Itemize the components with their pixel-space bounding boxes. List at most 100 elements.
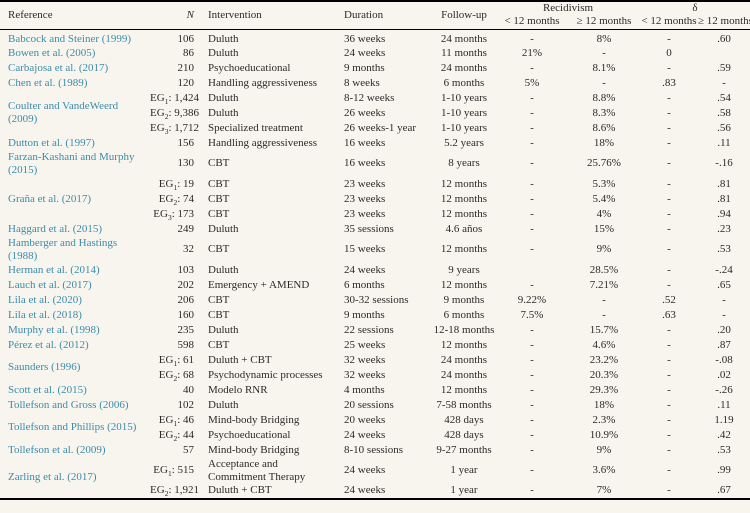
table-row: Herman et al. (2014) 103 Duluth 24 weeks 9 y…	[0, 263, 750, 278]
delta-gte12-value: .99	[717, 464, 731, 476]
reference-citation[interactable]: Carbajosa et al. (2017)	[8, 61, 109, 74]
duration-value: 23 weeks	[344, 192, 386, 205]
delta-lt12-value: -	[667, 192, 671, 205]
table-row: EG2: 1,921 Duluth + CBT 24 weeks 1 year - 7% -…	[0, 484, 750, 499]
delta-lt12-value: .52	[662, 293, 676, 306]
delta-lt12-value: -	[667, 243, 671, 255]
duration-value: 9 months	[344, 61, 385, 74]
n-value: EG2: 1,921	[150, 484, 199, 499]
delta-lt12-value: -	[667, 368, 671, 381]
delta-lt12-value: -	[667, 106, 671, 119]
reference-citation[interactable]: Coulter and VandeWeerd (2009)	[8, 100, 119, 125]
recidivism-gte12-value: 9%	[596, 443, 612, 456]
delta-lt12-value: -	[667, 263, 671, 276]
col-header-intervention: Intervention	[204, 1, 340, 30]
reference-citation[interactable]: Bowen et al. (2005)	[8, 46, 96, 59]
n-value: 598	[177, 338, 195, 351]
delta-gte12-value: -	[722, 308, 726, 321]
n-value: EG2: 9,386	[150, 106, 199, 121]
reference-citation[interactable]: Herman et al. (2014)	[8, 263, 100, 276]
reference-citation[interactable]: Saunders (1996)	[8, 361, 81, 373]
recidivism-gte12-value: 15.7%	[589, 323, 619, 336]
recidivism-lt12-value: -	[530, 207, 534, 220]
intervention-value: CBT	[208, 177, 230, 190]
reference-citation[interactable]: Hamberger and Hastings (1988)	[8, 236, 118, 262]
reference-citation[interactable]: Scott et al. (2015)	[8, 383, 87, 396]
duration-value: 8-12 weeks	[344, 91, 395, 104]
delta-gte12-value: .11	[717, 136, 731, 149]
duration-value: 16 weeks	[344, 136, 386, 149]
followup-value: 428 days	[444, 428, 484, 441]
reference-citation[interactable]: Dutton et al. (1997)	[8, 136, 95, 149]
n-value: EG1: 61	[158, 353, 194, 368]
recidivism-lt12-value: 5%	[524, 76, 540, 89]
n-value: EG2: 74	[158, 192, 194, 207]
reference-citation[interactable]: Tollefson and Phillips (2015)	[8, 421, 137, 433]
delta-lt12-value: -	[667, 32, 671, 45]
delta-gte12-value: .59	[717, 61, 731, 74]
delta-gte12-value	[698, 46, 750, 61]
duration-value: 4 months	[344, 383, 385, 396]
intervention-value: Acceptance and Commitment Therapy	[208, 457, 306, 483]
followup-value: 6 months	[443, 308, 485, 321]
delta-lt12-value: -	[667, 323, 671, 336]
recidivism-gte12-value: 8.3%	[592, 106, 616, 119]
intervention-value: Duluth	[208, 222, 239, 235]
recidivism-lt12-value: 9.22%	[517, 293, 547, 306]
reference-citation[interactable]: Graña et al. (2017)	[8, 192, 92, 205]
header-row-sub: < 12 months ≥ 12 months < 12 months ≥ 12…	[0, 15, 750, 30]
table-row: Graña et al. (2017) EG1: 19 CBT 23 weeks 12 …	[0, 177, 750, 205]
delta-lt12-value: -	[667, 157, 671, 169]
reference-citation[interactable]: Farzan-Kashani and Murphy (2015)	[8, 150, 135, 176]
reference-citation[interactable]: Lauch et al. (2017)	[8, 278, 92, 291]
delta-gte12-value: 1.19	[714, 413, 734, 426]
table-row: EG2: 68 Psychodynamic processes 32 weeks 24…	[0, 368, 750, 383]
reference-citation[interactable]: Pérez et al. (2012)	[8, 338, 89, 351]
table-row: Coulter and VandeWeerd (2009) EG1: 1,424 D…	[0, 91, 750, 126]
recidivism-lt12-value: -	[530, 338, 534, 351]
n-value: 210	[177, 61, 195, 74]
duration-value: 35 sessions	[344, 222, 394, 235]
delta-gte12-value: .11	[717, 398, 731, 411]
delta-gte12-value: .81	[717, 177, 731, 190]
n-value: 130	[177, 157, 195, 169]
recidivism-gte12-value: 8.6%	[592, 121, 616, 134]
col-header-reference: Reference	[0, 1, 150, 30]
recidivism-lt12-value: -	[530, 278, 534, 291]
table-row: Tollefson and Gross (2006) 102 Duluth 20 se…	[0, 398, 750, 413]
reference-citation[interactable]: Babcock and Steiner (1999)	[8, 32, 132, 45]
intervention-value: Handling aggressiveness	[208, 136, 318, 149]
reference-citation[interactable]: Zarling et al. (2017)	[8, 471, 97, 483]
table-row: Lauch et al. (2017) 202 Emergency + AMEND 6…	[0, 278, 750, 293]
reference-citation[interactable]: Tollefson et al. (2009)	[8, 443, 106, 456]
duration-value: 8 weeks	[344, 76, 380, 89]
intervention-value: Duluth	[208, 398, 239, 411]
recidivism-gte12-value: 8.1%	[592, 61, 616, 74]
n-value: 57	[183, 443, 194, 456]
reference-citation[interactable]: Lila et al. (2018)	[8, 308, 82, 321]
duration-value: 24 weeks	[344, 464, 386, 476]
duration-value: 24 weeks	[344, 484, 386, 496]
recidivism-gte12-value: 9%	[596, 243, 612, 255]
followup-value: 428 days	[444, 413, 484, 426]
intervention-value: Emergency + AMEND	[208, 278, 310, 291]
recidivism-lt12-value: -	[530, 368, 534, 381]
delta-lt12-value: -	[667, 484, 671, 496]
reference-citation[interactable]: Lila et al. (2020)	[8, 293, 82, 306]
n-value: 235	[177, 323, 195, 336]
recidivism-gte12-value: 3.6%	[592, 464, 616, 476]
table-row: Haggard et al. (2015) 249 Duluth 35 session…	[0, 222, 750, 237]
n-value: 40	[183, 383, 194, 396]
recidivism-lt12-value: 21%	[521, 46, 543, 59]
n-value: 103	[177, 263, 195, 276]
reference-citation[interactable]: Tollefson and Gross (2006)	[8, 398, 129, 411]
delta-gte12-value: .54	[717, 91, 731, 104]
reference-citation[interactable]: Chen et al. (1989)	[8, 76, 88, 89]
reference-citation[interactable]: Murphy et al. (1998)	[8, 323, 100, 336]
reference-citation[interactable]: Haggard et al. (2015)	[8, 222, 103, 235]
recidivism-gte12-value: 15%	[593, 222, 615, 235]
n-value: 160	[177, 308, 195, 321]
delta-lt12-value: -	[667, 338, 671, 351]
recidivism-lt12-value: -	[530, 32, 534, 45]
followup-value: 6 months	[443, 76, 485, 89]
